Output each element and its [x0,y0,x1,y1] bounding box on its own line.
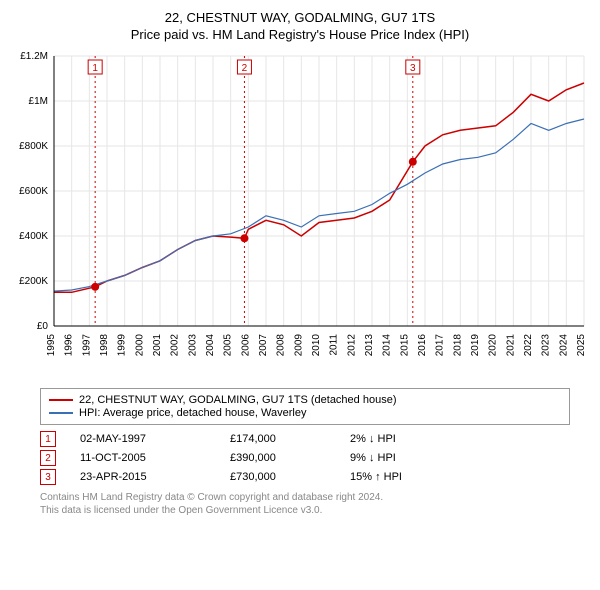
event-badge-label: 3 [410,63,416,74]
x-tick-label: 2025 [576,334,587,357]
event-row-badge: 3 [40,469,56,485]
legend-box: 22, CHESTNUT WAY, GODALMING, GU7 1TS (de… [40,388,570,425]
title-line-2: Price paid vs. HM Land Registry's House … [10,27,590,42]
event-delta: 15% ↑ HPI [350,471,470,483]
y-tick-label: £400K [19,231,48,242]
legend-label: 22, CHESTNUT WAY, GODALMING, GU7 1TS (de… [79,394,396,406]
event-dot [240,234,248,242]
legend-item: 22, CHESTNUT WAY, GODALMING, GU7 1TS (de… [49,394,561,406]
event-row-badge: 2 [40,450,56,466]
chart-title-block: 22, CHESTNUT WAY, GODALMING, GU7 1TS Pri… [10,10,590,42]
x-tick-label: 2005 [223,334,234,357]
footer-line-2: This data is licensed under the Open Gov… [40,504,590,517]
event-row: 3 23-APR-2015£730,00015% ↑ HPI [40,469,570,485]
title-line-1: 22, CHESTNUT WAY, GODALMING, GU7 1TS [10,10,590,25]
event-price: £730,000 [230,471,350,483]
event-date: 11-OCT-2005 [80,452,230,464]
event-row: 2 11-OCT-2005£390,0009% ↓ HPI [40,450,570,466]
event-dot [409,158,417,166]
event-delta: 2% ↓ HPI [350,433,470,445]
event-dot [91,283,99,291]
legend-label: HPI: Average price, detached house, Wave… [79,407,306,419]
x-tick-label: 2016 [417,334,428,357]
line-chart: £0 £200K £400K £600K £800K £1M £1.2M 1995 1996 19… [10,50,590,380]
x-tick-label: 1997 [81,334,92,357]
footer-note: Contains HM Land Registry data © Crown c… [40,491,590,517]
legend-item: HPI: Average price, detached house, Wave… [49,407,561,419]
legend-swatch [49,399,73,401]
event-badge-label: 2 [242,63,248,74]
x-tick-label: 1995 [46,334,57,357]
x-tick-label: 2014 [382,334,393,357]
x-tick-label: 2023 [541,334,552,357]
y-tick-label: £200K [19,276,48,287]
x-tick-label: 2002 [170,334,181,357]
x-tick-label: 2021 [505,334,516,357]
x-tick-label: 2013 [364,334,375,357]
x-tick-label: 2011 [329,334,340,356]
x-tick-label: 2019 [470,334,481,357]
event-badge-label: 1 [92,63,98,74]
event-date: 02-MAY-1997 [80,433,230,445]
event-row-badge: 1 [40,431,56,447]
x-tick-label: 2024 [558,334,569,357]
x-tick-label: 2015 [399,334,410,357]
x-tick-label: 1998 [99,334,110,357]
x-tick-label: 2020 [488,334,499,357]
y-tick-label: £800K [19,141,48,152]
x-tick-label: 2006 [240,334,251,357]
x-tick-label: 2010 [311,334,322,357]
y-tick-label: £0 [37,321,49,332]
x-tick-label: 1996 [64,334,75,357]
event-date: 23-APR-2015 [80,471,230,483]
x-tick-label: 2009 [293,334,304,357]
x-tick-label: 2000 [134,334,145,357]
legend-swatch [49,412,73,414]
x-tick-label: 2008 [276,334,287,357]
x-tick-label: 2007 [258,334,269,357]
event-price: £174,000 [230,433,350,445]
y-tick-label: £1.2M [20,51,48,62]
x-tick-label: 2018 [452,334,463,357]
x-tick-label: 2003 [187,334,198,357]
x-tick-label: 2012 [346,334,357,357]
event-row: 1 02-MAY-1997£174,0002% ↓ HPI [40,431,570,447]
x-tick-label: 1999 [117,334,128,357]
y-tick-label: £1M [29,96,48,107]
x-tick-label: 2022 [523,334,534,357]
events-table: 1 02-MAY-1997£174,0002% ↓ HPI 2 11-OCT-2005… [40,431,570,485]
x-tick-label: 2001 [152,334,163,357]
x-tick-label: 2004 [205,334,216,357]
event-price: £390,000 [230,452,350,464]
y-tick-label: £600K [19,186,48,197]
x-tick-label: 2017 [435,334,446,357]
footer-line-1: Contains HM Land Registry data © Crown c… [40,491,590,504]
chart-svg: £0 £200K £400K £600K £800K £1M £1.2M 1995 1996 19… [10,50,590,380]
event-delta: 9% ↓ HPI [350,452,470,464]
